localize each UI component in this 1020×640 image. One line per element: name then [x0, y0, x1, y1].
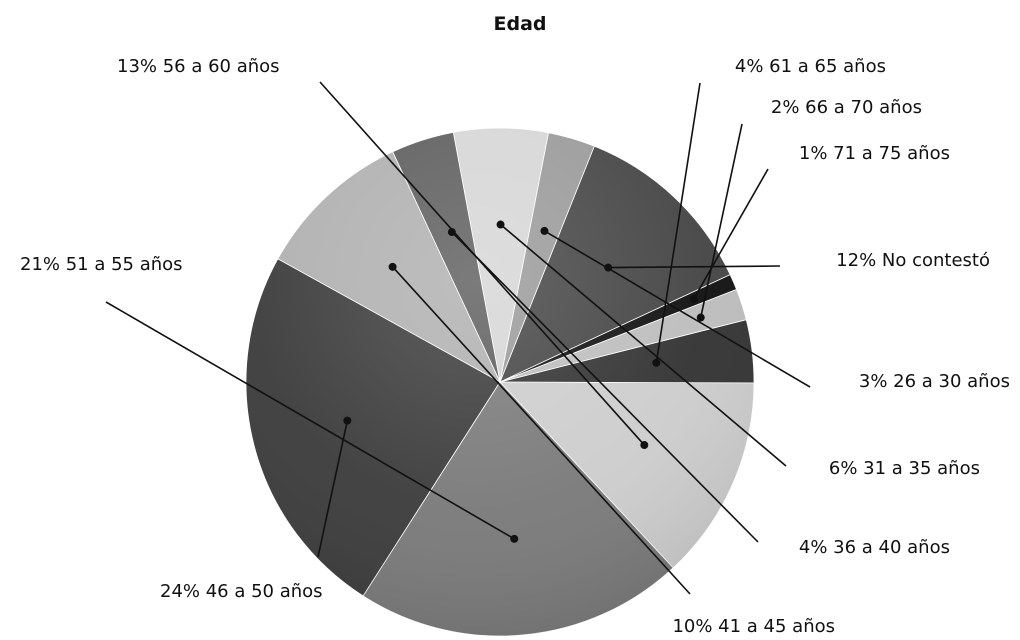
slice-label-3: 4% 36 a 40 años [799, 537, 950, 558]
slice-label-7: 13% 56 a 60 años [117, 56, 280, 77]
leader-line-4 [392, 266, 691, 595]
leader-line-1 [544, 230, 811, 388]
slice-label-2: 6% 31 a 35 años [829, 458, 980, 479]
leader-dot-3 [447, 228, 456, 237]
leader-dot-8 [652, 358, 661, 367]
leader-dot-6 [510, 534, 519, 543]
leader-line-3 [451, 231, 759, 543]
slice-label-10: 1% 71 a 75 años [799, 143, 950, 164]
leader-dot-9 [696, 313, 705, 322]
leader-line-2 [500, 223, 787, 467]
leader-line-0 [608, 265, 781, 269]
leader-dot-5 [343, 416, 352, 425]
leader-line-8 [655, 82, 701, 363]
pie-slices [245, 127, 755, 637]
slice-label-5: 24% 46 a 50 años [160, 581, 323, 602]
leader-line-9 [699, 123, 743, 318]
leader-dot-2 [496, 220, 505, 229]
slice-label-8: 4% 61 a 65 años [735, 56, 886, 77]
slice-label-0: 12% No contestó [836, 250, 990, 271]
leader-dot-1 [540, 226, 549, 235]
leader-line-7 [319, 81, 645, 446]
slice-label-4: 10% 41 a 45 años [672, 616, 835, 637]
slice-label-9: 2% 66 a 70 años [771, 97, 922, 118]
leader-dot-10 [689, 294, 698, 303]
leader-dot-4 [388, 262, 397, 271]
leader-line-5 [317, 420, 349, 558]
leader-line-6 [105, 301, 515, 540]
slice-label-1: 3% 26 a 30 años [859, 371, 1010, 392]
leader-line-10 [693, 168, 769, 300]
leader-dot-7 [640, 441, 649, 450]
slice-labels: 12% No contestó 3% 26 a 30 años 6% 31 a 35… [20, 56, 1010, 637]
slice-label-6: 21% 51 a 55 años [20, 254, 183, 275]
chart-title: Edad [493, 13, 546, 35]
leader-lines [105, 81, 811, 595]
